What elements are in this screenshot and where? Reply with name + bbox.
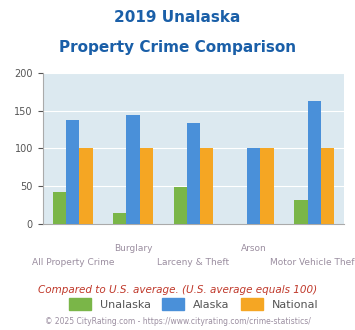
Bar — [80, 148, 93, 224]
Bar — [140, 148, 153, 224]
Text: Burglary: Burglary — [114, 244, 152, 253]
Text: All Property Crime: All Property Crime — [32, 258, 114, 267]
Bar — [307, 101, 321, 224]
Text: Motor Vehicle Theft: Motor Vehicle Theft — [270, 258, 355, 267]
Bar — [187, 123, 200, 224]
Text: Compared to U.S. average. (U.S. average equals 100): Compared to U.S. average. (U.S. average … — [38, 285, 317, 295]
Bar — [247, 148, 261, 224]
Bar — [294, 200, 307, 224]
Text: Larceny & Theft: Larceny & Theft — [157, 258, 230, 267]
Bar — [174, 187, 187, 224]
Text: Property Crime Comparison: Property Crime Comparison — [59, 40, 296, 54]
Bar — [53, 192, 66, 224]
Bar — [321, 148, 334, 224]
Bar — [200, 148, 213, 224]
Text: Arson: Arson — [241, 244, 267, 253]
Bar — [126, 115, 140, 224]
Bar — [113, 213, 126, 224]
Text: 2019 Unalaska: 2019 Unalaska — [114, 10, 241, 25]
Text: © 2025 CityRating.com - https://www.cityrating.com/crime-statistics/: © 2025 CityRating.com - https://www.city… — [45, 317, 310, 326]
Legend: Unalaska, Alaska, National: Unalaska, Alaska, National — [64, 294, 323, 314]
Bar — [261, 148, 274, 224]
Bar — [66, 120, 80, 224]
